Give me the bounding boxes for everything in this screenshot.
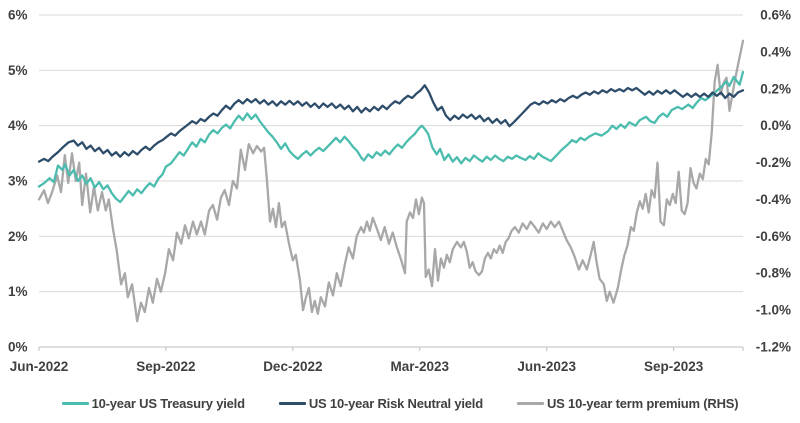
- legend-item-term-premium: US 10-year term premium (RHS): [516, 396, 739, 411]
- right-axis-label-0.6pct: 0.6%: [760, 8, 791, 23]
- series-lines: [37, 39, 745, 323]
- right-axis-labels: 0.6% 0.4% 0.2% 0.0% -0.2% -0.4% -0.6% -0.8% -1.0…: [756, 8, 791, 355]
- right-axis-label-0.2pct: 0.2%: [760, 81, 791, 96]
- x-axis-label-sep-2022: Sep-2022: [136, 359, 195, 374]
- left-axis-labels: 6% 5% 4% 3% 2% 1% 0%: [8, 8, 28, 355]
- legend-item-risk-neutral-yield: US 10-year Risk Neutral yield: [278, 396, 483, 411]
- chart-legend: 10-year US Treasury yield US 10-year Ris…: [0, 396, 800, 411]
- series-line-us-10-year-risk-neutral-yield: [37, 84, 745, 163]
- x-axis-label-dec-2022: Dec-2022: [263, 359, 322, 374]
- right-axis-label-neg0.6pct: -0.6%: [756, 229, 791, 244]
- left-axis-label-6pct: 6%: [8, 8, 28, 23]
- left-axis-label-5pct: 5%: [8, 63, 28, 78]
- right-axis-label-0.4pct: 0.4%: [760, 44, 791, 59]
- x-axis-label-mar-2023: Mar-2023: [390, 359, 449, 374]
- x-axis-ticks: [38, 347, 744, 351]
- left-axis-label-1pct: 1%: [8, 284, 28, 299]
- right-axis-label-neg0.8pct: -0.8%: [756, 266, 791, 281]
- legend-swatch-risk-neutral-yield: [278, 402, 306, 405]
- x-axis-label-sep-2023: Sep-2023: [644, 359, 704, 374]
- left-axis-label-0pct: 0%: [8, 340, 28, 355]
- x-axis-labels: Jun-2022 Sep-2022 Dec-2022 Mar-2023 Jun-2023…: [10, 359, 704, 374]
- legend-label-risk-neutral-yield: US 10-year Risk Neutral yield: [308, 396, 483, 411]
- series-line-us-10-year-term-premium-rhs: [37, 39, 745, 323]
- right-axis-label-neg0.2pct: -0.2%: [756, 155, 791, 170]
- right-axis-label-neg1.2pct: -1.2%: [756, 340, 791, 355]
- left-axis-label-3pct: 3%: [8, 174, 28, 189]
- x-axis-label-jun-2022: Jun-2022: [10, 359, 69, 374]
- legend-label-treasury-yield: 10-year US Treasury yield: [91, 396, 245, 411]
- dual-axis-line-chart: 6% 5% 4% 3% 2% 1% 0% 0.6% 0.4% 0.2% 0.0% -0.2% -0.4…: [8, 8, 791, 375]
- legend-label-term-premium: US 10-year term premium (RHS): [546, 396, 739, 411]
- legend-item-treasury-yield: 10-year US Treasury yield: [61, 396, 245, 411]
- left-axis-label-4pct: 4%: [8, 118, 28, 133]
- legend-swatch-term-premium: [516, 402, 544, 405]
- right-axis-label-neg1.0pct: -1.0%: [756, 303, 791, 318]
- right-axis-label-neg0.4pct: -0.4%: [756, 192, 791, 207]
- left-axis-label-2pct: 2%: [8, 229, 28, 244]
- legend-swatch-treasury-yield: [61, 402, 89, 405]
- x-axis-label-jun-2023: Jun-2023: [517, 359, 576, 374]
- gridlines: [39, 14, 743, 348]
- series-line-10-year-us-treasury-yield: [37, 70, 745, 204]
- right-axis-label-0.0pct: 0.0%: [760, 118, 791, 133]
